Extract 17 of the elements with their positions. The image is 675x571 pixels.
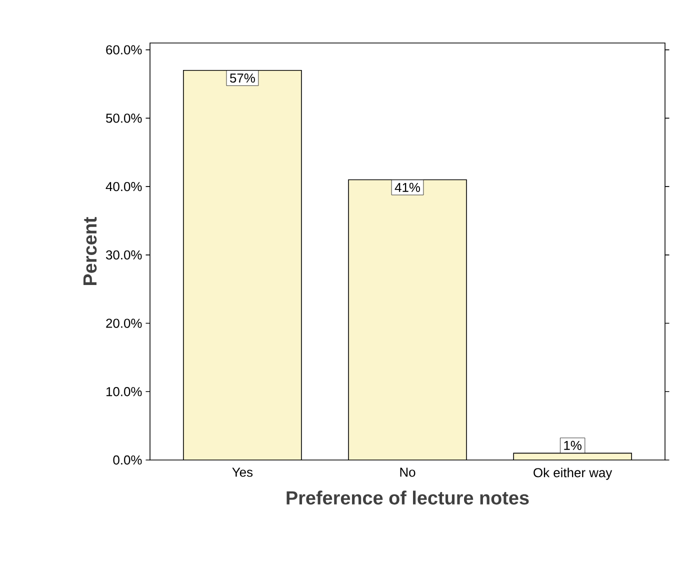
y-tick-label: 40.0% xyxy=(106,182,142,192)
x-tick-label: Yes xyxy=(232,468,253,477)
data-label: 57% xyxy=(230,74,255,83)
y-tick-label: 60.0% xyxy=(106,45,142,54)
x-axis-title: Preference of lecture notes xyxy=(286,490,529,505)
bar xyxy=(183,70,302,460)
data-label: 41% xyxy=(394,182,420,192)
y-tick-label: 0.0% xyxy=(113,455,142,465)
y-tick-label: 30.0% xyxy=(106,250,142,260)
y-tick-label: 50.0% xyxy=(106,114,142,123)
bar xyxy=(348,179,467,460)
x-tick-label: Ok either way xyxy=(534,468,612,480)
y-tick-label: 10.0% xyxy=(106,387,142,396)
y-tick-label: 20.0% xyxy=(106,318,142,328)
data-label: 1% xyxy=(564,440,582,450)
x-tick-label: No xyxy=(400,468,416,477)
y-axis-title: Percent xyxy=(83,217,97,285)
